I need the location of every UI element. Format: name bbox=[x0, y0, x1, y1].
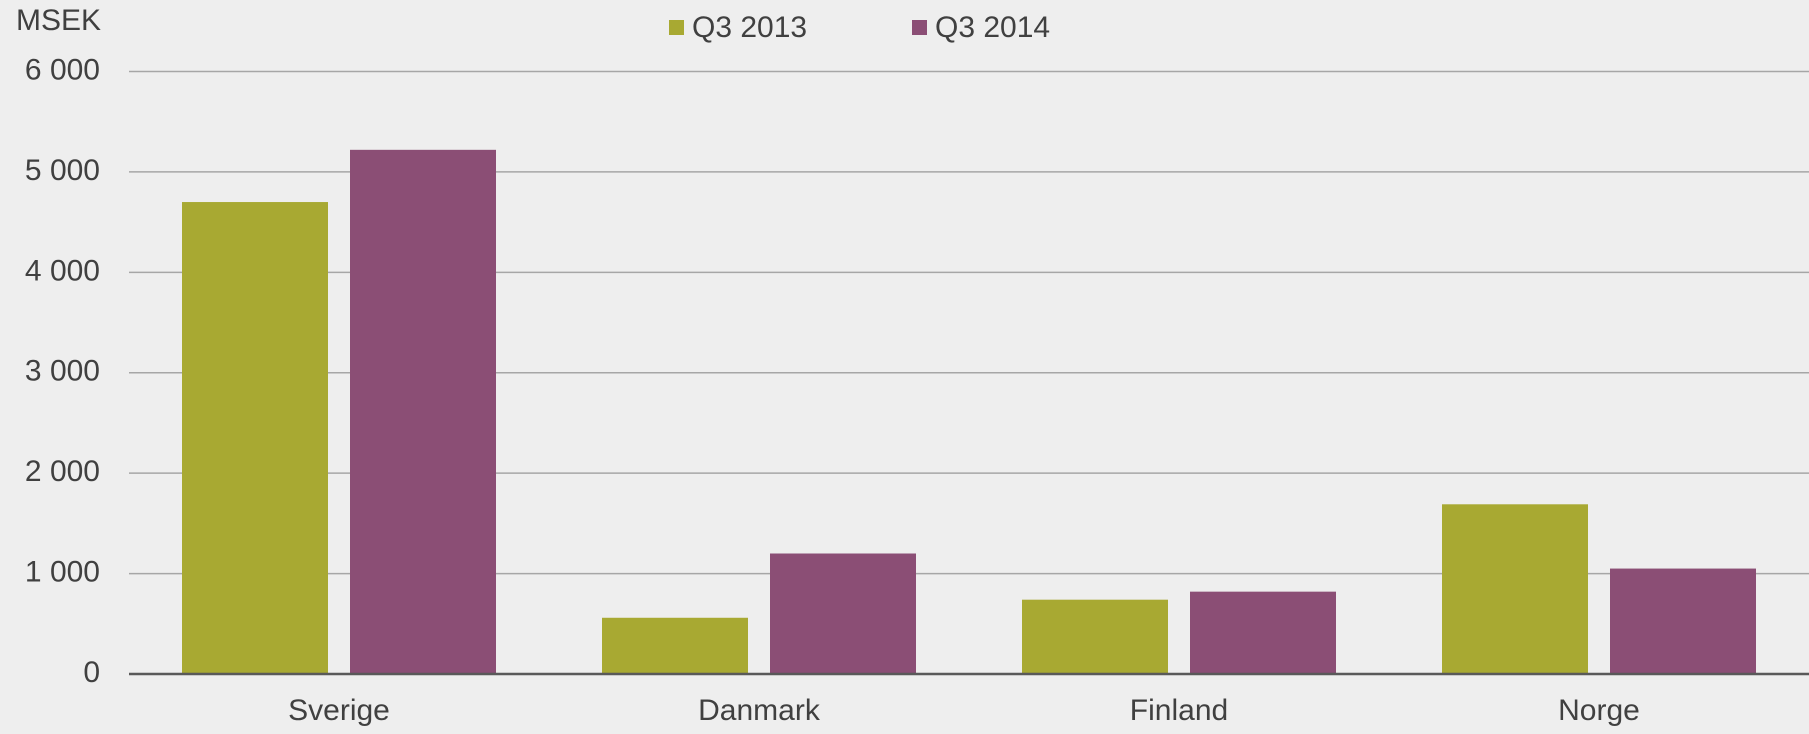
bar bbox=[770, 553, 916, 674]
y-tick-label: 1 000 bbox=[25, 556, 100, 589]
x-tick-label: Norge bbox=[1558, 694, 1640, 727]
y-tick-label: 3 000 bbox=[25, 355, 100, 388]
bar bbox=[1610, 568, 1756, 674]
bar bbox=[1442, 504, 1588, 674]
y-axis-label: MSEK bbox=[16, 4, 101, 37]
y-tick-label: 2 000 bbox=[25, 455, 100, 488]
y-tick-label: 0 bbox=[83, 656, 100, 689]
legend-label: Q3 2014 bbox=[935, 11, 1050, 44]
legend-label: Q3 2013 bbox=[692, 11, 807, 44]
bar bbox=[182, 202, 328, 674]
y-tick-label: 4 000 bbox=[25, 254, 100, 287]
legend-swatch bbox=[912, 20, 927, 35]
x-tick-label: Finland bbox=[1130, 694, 1228, 727]
legend-swatch bbox=[669, 20, 684, 35]
bar bbox=[602, 617, 748, 674]
bar bbox=[1022, 599, 1168, 674]
y-tick-label: 5 000 bbox=[25, 154, 100, 187]
x-tick-label: Sverige bbox=[288, 694, 390, 727]
bar bbox=[1190, 591, 1336, 674]
x-tick-label: Danmark bbox=[698, 694, 821, 727]
y-tick-label: 6 000 bbox=[25, 53, 100, 86]
bar bbox=[350, 149, 496, 674]
